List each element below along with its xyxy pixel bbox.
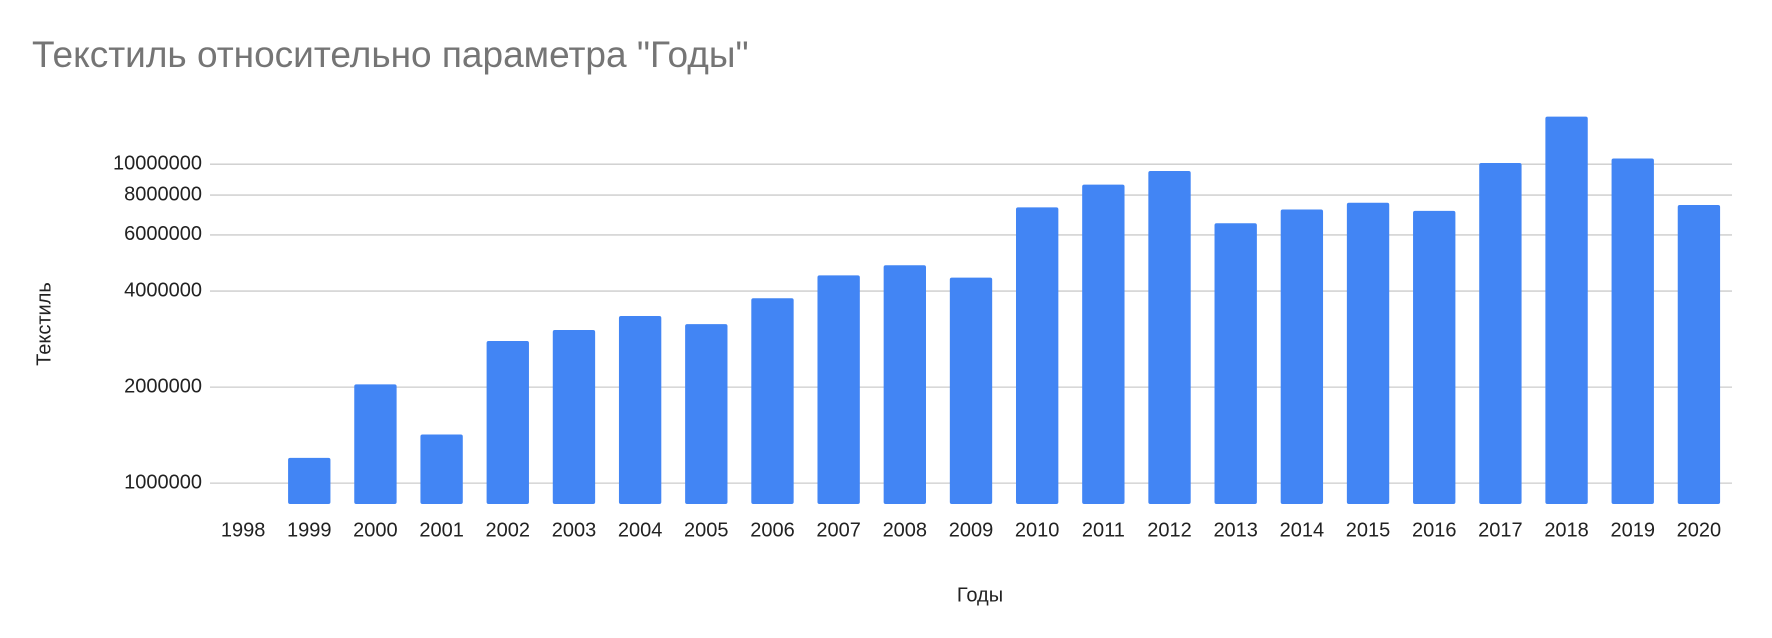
x-tick-label: 2017	[1478, 519, 1523, 541]
bar	[618, 316, 662, 504]
x-tick-label: 2018	[1544, 519, 1589, 541]
chart-title: Текстиль относительно параметра "Годы"	[32, 34, 749, 75]
y-tick-label: 1000000	[124, 471, 202, 493]
x-tick-label: 2012	[1147, 519, 1192, 541]
bar	[817, 275, 860, 504]
x-tick-label: 2005	[684, 519, 729, 541]
x-tick-label: 2019	[1610, 519, 1655, 541]
y-tick-label: 8000000	[124, 183, 202, 205]
y-axis-title: Текстиль	[33, 282, 55, 366]
x-tick-label: 2016	[1412, 519, 1457, 541]
bar	[949, 277, 993, 504]
x-tick-label: 2002	[486, 519, 531, 541]
bar	[420, 434, 463, 504]
bar	[1214, 223, 1257, 505]
bar	[486, 340, 529, 504]
x-tick-label: 2013	[1213, 519, 1258, 541]
x-tick-label: 2007	[816, 519, 861, 541]
x-tick-label: 2014	[1280, 519, 1325, 541]
x-tick-label: 2000	[353, 519, 398, 541]
y-tick-label: 10000000	[113, 152, 202, 174]
x-axis-title: Годы	[957, 584, 1003, 606]
bar	[1545, 116, 1588, 504]
bar	[1346, 202, 1390, 505]
x-tick-label: 2015	[1346, 519, 1391, 541]
bar	[1677, 204, 1721, 504]
x-tick-label: 2001	[419, 519, 464, 541]
bar	[685, 324, 728, 504]
bar	[552, 330, 596, 504]
bar	[1015, 207, 1059, 504]
bar	[1413, 210, 1456, 505]
bar	[1280, 209, 1324, 504]
x-tick-label: 2006	[750, 519, 795, 541]
y-tick-label: 2000000	[124, 375, 202, 397]
bar	[354, 384, 397, 504]
y-tick-label: 4000000	[124, 279, 202, 301]
x-tick-label: 2003	[552, 519, 597, 541]
x-tick-label: 2008	[883, 519, 928, 541]
x-tick-label: 2009	[949, 519, 994, 541]
x-tick-label: 1998	[221, 519, 266, 541]
bar	[751, 298, 794, 504]
bar	[1479, 163, 1522, 504]
x-tick-label: 2010	[1015, 519, 1060, 541]
bar	[288, 457, 331, 504]
bar	[1148, 170, 1191, 504]
x-tick-label: 2004	[618, 519, 663, 541]
bar	[883, 265, 927, 504]
x-tick-label: 2020	[1677, 519, 1722, 541]
bar	[1082, 184, 1125, 504]
x-tick-label: 1999	[287, 519, 332, 541]
bar	[1611, 158, 1654, 504]
x-tick-label: 2011	[1082, 519, 1125, 541]
y-tick-label: 6000000	[124, 223, 202, 245]
